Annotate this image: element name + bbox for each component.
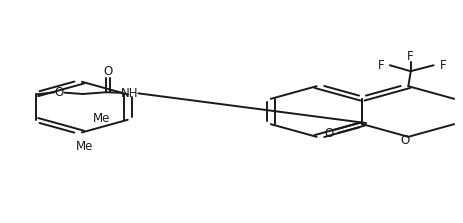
Text: F: F bbox=[407, 50, 414, 63]
Text: NH: NH bbox=[121, 87, 139, 100]
Text: Me: Me bbox=[75, 140, 93, 153]
Text: F: F bbox=[439, 59, 446, 72]
Text: Me: Me bbox=[93, 112, 110, 125]
Text: O: O bbox=[55, 86, 64, 99]
Text: O: O bbox=[325, 127, 334, 140]
Text: F: F bbox=[377, 59, 384, 72]
Text: O: O bbox=[103, 65, 113, 78]
Text: O: O bbox=[400, 134, 409, 147]
